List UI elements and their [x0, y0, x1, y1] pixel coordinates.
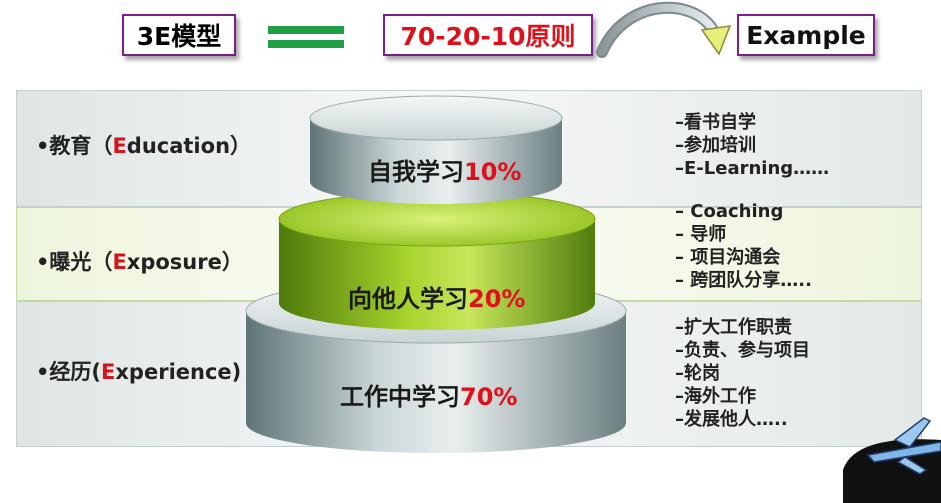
model-label: 3E模型: [136, 22, 222, 51]
category-rest: xposure）: [126, 250, 243, 274]
category-exposure: •曝光（Exposure）: [36, 246, 243, 276]
tier-cylinder-exposure: [278, 191, 596, 330]
example-item: –发展他人…..: [675, 409, 788, 430]
category-rest: ducation）: [126, 134, 252, 158]
equals-bar-bottom: [268, 40, 344, 48]
equals-bar-top: [268, 26, 344, 34]
example-item: –看书自学: [675, 112, 756, 133]
example-item: –轮岗: [675, 363, 720, 384]
category-prefix: •经历(: [36, 360, 102, 384]
example-item: – 跨团队分享…..: [675, 270, 812, 291]
airplane-icon: [843, 417, 941, 503]
example-item: –海外工作: [675, 386, 756, 407]
examples-experience: –扩大工作职责 –负责、参与项目 –轮岗 –海外工作 –发展他人…..: [675, 316, 810, 431]
tier-text: 工作中学习: [340, 383, 460, 411]
curved-arrow-icon: [596, 1, 732, 58]
category-prefix: •教育（: [36, 134, 113, 158]
tier-label-self-study: 自我学习10%: [368, 152, 521, 187]
category-experience: •经历(Experience): [36, 356, 241, 386]
tier-percent: 20%: [468, 285, 526, 313]
tier-label-learn-from-others: 向他人学习20%: [348, 279, 525, 314]
model-label-box: 3E模型: [122, 14, 236, 56]
example-label-box: Example: [737, 14, 875, 56]
examples-education: –看书自学 –参加培训 –E-Learning……: [675, 111, 829, 180]
tier-label-learn-at-work: 工作中学习70%: [340, 377, 517, 412]
category-education: •教育（Education）: [36, 130, 251, 160]
example-item: –参加培训: [675, 135, 756, 156]
tier-text: 自我学习: [368, 158, 464, 186]
tier-cylinder-education: [309, 95, 563, 204]
example-item: – 项目沟通会: [675, 247, 781, 268]
example-item: –负责、参与项目: [675, 340, 810, 361]
category-letter: E: [112, 134, 127, 158]
rule-label-box: 70-20-10原则: [383, 14, 593, 56]
tier-text: 向他人学习: [348, 285, 468, 313]
examples-exposure: – Coaching – 导师 – 项目沟通会 – 跨团队分享…..: [675, 200, 812, 292]
category-letter: E: [112, 250, 127, 274]
tier-percent: 10%: [464, 158, 522, 186]
example-label: Example: [746, 20, 866, 50]
example-item: – 导师: [675, 224, 727, 245]
example-item: – Coaching: [675, 201, 784, 222]
example-item: –扩大工作职责: [675, 317, 792, 338]
tier-percent: 70%: [460, 383, 518, 411]
category-letter: E: [101, 360, 116, 384]
rule-label: 70-20-10原则: [400, 22, 576, 51]
example-item: –E-Learning……: [675, 158, 830, 179]
category-prefix: •曝光（: [36, 250, 113, 274]
category-rest: xperience): [115, 360, 242, 384]
